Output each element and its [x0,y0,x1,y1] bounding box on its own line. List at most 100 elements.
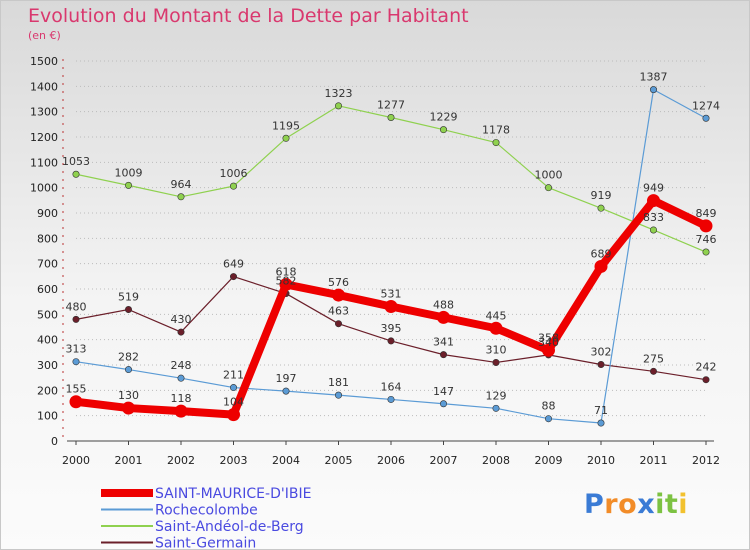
data-label: 618 [276,265,297,278]
data-point [649,226,657,234]
data-label: 341 [433,336,454,349]
data-point [334,102,342,110]
data-label: 71 [594,404,608,417]
data-label: 582 [276,275,297,288]
data-point [699,219,713,233]
data-point [594,259,608,273]
data-point [227,408,240,422]
data-label: 1387 [640,71,668,84]
data-label: 480 [66,300,87,313]
y-tick-label: 200 [37,384,58,397]
x-tick-label: 2004 [272,454,300,467]
data-label: 1006 [220,167,248,180]
data-point [125,366,133,374]
data-point [597,204,605,212]
data-label: 445 [486,309,507,322]
logo-letter: i [655,489,665,520]
data-point [492,358,500,366]
data-point [702,376,710,384]
y-tick-label: 300 [37,359,58,372]
data-label: 1195 [272,119,300,132]
data-label: 1323 [325,87,353,100]
data-point [279,277,293,291]
legend-label: Saint-Andéol-de-Berg [155,519,304,535]
data-point [387,337,395,345]
data-point [334,391,342,399]
data-label: 104 [223,396,244,409]
y-tick-label: 1500 [30,55,58,68]
data-label: 275 [643,352,664,365]
legend: SAINT-MAURICE-D'IBIERochecolombeSaint-An… [101,486,311,549]
data-point [649,86,657,94]
data-label: 181 [328,376,349,389]
data-point [230,384,238,392]
data-point [492,404,500,412]
x-tick-label: 2006 [377,454,405,467]
data-label: 1000 [535,169,563,182]
grid-lines [76,60,706,442]
data-label: 849 [696,207,717,220]
data-label: 164 [381,380,402,393]
chart-title: Evolution du Montant de la Dette par Hab… [28,5,469,27]
y-tick-label: 400 [37,334,58,347]
data-label: 463 [328,305,349,318]
data-label: 1277 [377,98,405,111]
data-label: 129 [486,389,507,402]
x-tick-label: 2009 [535,454,563,467]
data-point [69,395,83,409]
y-tick-label: 1400 [30,80,58,93]
data-label: 1009 [115,166,143,179]
data-point [702,248,710,256]
data-point [230,182,238,190]
data-point [492,139,500,147]
data-label: 576 [328,276,349,289]
legend-label: SAINT-MAURICE-D'IBIE [155,486,311,502]
x-tick-label: 2011 [640,454,668,467]
data-point [544,184,552,192]
data-label: 949 [643,182,664,195]
data-point [489,321,503,335]
x-tick-label: 2007 [430,454,458,467]
y-tick-label: 100 [37,410,58,423]
data-labels: 155 130 118 104 618 576 531 488 445 358 689 949 849 3… [62,71,720,417]
data-label: 395 [381,322,402,335]
data-point [174,404,188,418]
data-label: 147 [433,385,454,398]
data-label: 1053 [62,155,90,168]
data-point [125,181,133,189]
legend-label: Rochecolombe [155,503,258,519]
data-label: 118 [171,392,192,405]
data-point [72,358,80,366]
data-point [384,299,398,313]
chart-subtitle: (en €) [28,29,61,42]
data-label: 88 [542,400,556,413]
data-label: 1229 [430,111,458,124]
data-label: 242 [696,361,717,374]
data-label: 130 [118,389,139,402]
data-label: 833 [643,211,664,224]
data-point [702,114,710,122]
y-tick-label: 500 [37,308,58,321]
data-point [647,194,660,208]
data-point [387,113,395,121]
logo-letter: o [618,489,638,520]
data-label: 919 [591,189,612,202]
data-label: 310 [486,343,507,356]
data-label: 519 [118,291,139,304]
x-tick-label: 2001 [115,454,143,467]
x-tick-label: 2005 [325,454,353,467]
data-point [597,419,605,427]
logo-letter: t [664,489,679,520]
data-point [439,126,447,134]
x-tick-label: 2008 [482,454,510,467]
y-tick-label: 1300 [30,106,58,119]
data-label: 531 [381,287,402,300]
proxiti-logo: Proxiti [584,489,688,520]
x-tick-label: 2002 [167,454,195,467]
data-point [544,415,552,423]
data-point [125,306,133,314]
data-label: 746 [696,233,717,246]
data-point [437,310,450,324]
y-tick-label: 1000 [30,182,58,195]
